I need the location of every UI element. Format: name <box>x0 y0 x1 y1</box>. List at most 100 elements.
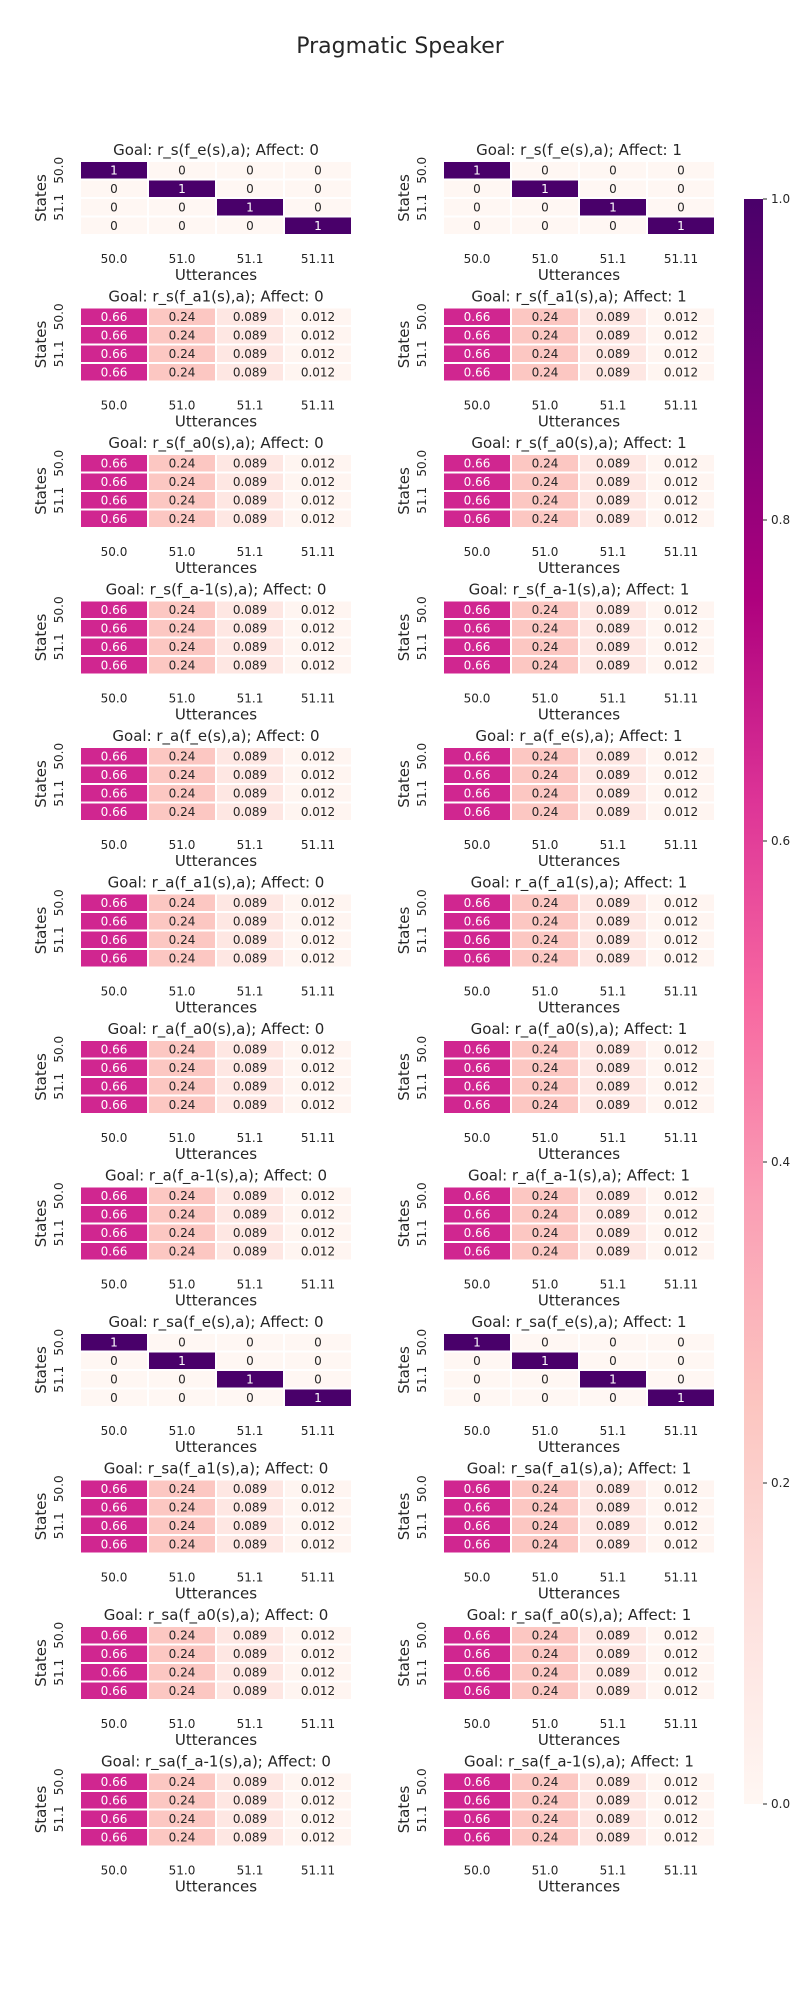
heatmap-panel-21: Goal: r_sa(f_a0(s),a); Affect: 0 0.66 0.24… <box>32 1606 353 1749</box>
cell-label: 0 <box>178 219 186 233</box>
cell-label: 0.012 <box>301 365 335 379</box>
y-axis-label: States <box>395 1786 413 1834</box>
y-axis-label: States <box>32 1639 50 1687</box>
y-tick-label: 51.1 <box>415 487 429 514</box>
cell-label: 0.66 <box>101 786 128 800</box>
heatmap-cell <box>283 1094 353 1115</box>
y-tick-label: 50.0 <box>52 157 66 184</box>
cell-label: 0 <box>677 1372 685 1386</box>
x-tick-label: 51.1 <box>600 399 627 413</box>
x-tick-label: 51.11 <box>664 1278 698 1292</box>
cell-label: 0.24 <box>169 1812 196 1826</box>
cell-label: 0.012 <box>301 1042 335 1056</box>
cell-label: 0.012 <box>301 1207 335 1221</box>
cell-label: 1 <box>110 163 118 177</box>
cell-label: 0.089 <box>596 603 630 617</box>
x-tick-label: 51.0 <box>532 399 559 413</box>
cell-label: 0.012 <box>301 1647 335 1661</box>
y-axis-label: States <box>395 174 413 222</box>
cell-label: 0.66 <box>464 475 491 489</box>
cell-label: 0.66 <box>101 347 128 361</box>
x-tick-label: 51.1 <box>600 1717 627 1731</box>
colorbar-tick-label: 0.8 <box>771 513 790 527</box>
cell-label: 0.24 <box>169 1079 196 1093</box>
cell-label: 0.24 <box>532 365 559 379</box>
y-tick-label: 51.1 <box>415 633 429 660</box>
x-tick-label: 51.11 <box>301 399 335 413</box>
cell-label: 0.24 <box>169 1628 196 1642</box>
y-tick-label: 50.0 <box>415 1182 429 1209</box>
cell-label: 0.012 <box>664 1244 698 1258</box>
cell-label: 0 <box>314 1354 322 1368</box>
y-tick-label: 51.1 <box>415 1219 429 1246</box>
cell-label: 1 <box>314 1391 322 1405</box>
cell-label: 0.66 <box>464 512 491 526</box>
x-tick-label: 51.0 <box>169 1571 196 1585</box>
cell-label: 0.24 <box>169 749 196 763</box>
x-tick-label: 51.11 <box>301 1131 335 1145</box>
cell-label: 0.089 <box>596 347 630 361</box>
cell-label: 0.66 <box>464 1061 491 1075</box>
cell-label: 0.089 <box>596 914 630 928</box>
x-tick-label: 51.0 <box>169 252 196 266</box>
cell-label: 0.24 <box>169 1665 196 1679</box>
heatmap-cell <box>283 655 353 676</box>
x-tick-label: 51.1 <box>237 1571 264 1585</box>
cell-label: 0 <box>246 219 254 233</box>
x-tick-label: 51.1 <box>600 252 627 266</box>
y-axis-label: States <box>395 1346 413 1394</box>
x-tick-label: 51.0 <box>169 1278 196 1292</box>
cell-label: 0.66 <box>101 1079 128 1093</box>
x-tick-label: 50.0 <box>101 545 128 559</box>
cell-label: 0.66 <box>464 1684 491 1698</box>
x-axis-label: Utterances <box>538 1145 620 1163</box>
x-tick-label: 51.11 <box>301 838 335 852</box>
cell-label: 0.66 <box>464 896 491 910</box>
cell-label: 0.66 <box>464 1042 491 1056</box>
cell-label: 0.089 <box>233 896 267 910</box>
cell-label: 0.012 <box>664 933 698 947</box>
cell-label: 0.089 <box>596 1537 630 1551</box>
y-axis-label: States <box>395 760 413 808</box>
cell-label: 1 <box>609 1372 617 1386</box>
heatmap-panel-10: Goal: r_a(f_e(s),a); Affect: 1 0.66 0.24 0.… <box>395 727 716 870</box>
cell-label: 0 <box>541 1335 549 1349</box>
cell-label: 0.24 <box>169 1042 196 1056</box>
heatmap-cell <box>646 655 716 676</box>
cell-label: 0 <box>314 1335 322 1349</box>
y-tick-label: 51.1 <box>415 340 429 367</box>
cell-label: 0 <box>246 182 254 196</box>
cell-label: 0.012 <box>301 512 335 526</box>
cell-label: 0.24 <box>532 1226 559 1240</box>
cell-label: 0.24 <box>169 1830 196 1844</box>
cell-label: 0.089 <box>233 1500 267 1514</box>
cell-label: 0.089 <box>233 328 267 342</box>
cell-label: 0.24 <box>169 896 196 910</box>
cell-label: 0.66 <box>101 1244 128 1258</box>
heatmap-cell <box>283 215 353 236</box>
cell-label: 0.089 <box>596 1207 630 1221</box>
cell-label: 0.012 <box>664 805 698 819</box>
y-tick-label: 50.0 <box>415 1475 429 1502</box>
x-tick-label: 51.1 <box>600 1571 627 1585</box>
cell-label: 0.089 <box>596 1244 630 1258</box>
cell-label: 0.012 <box>664 493 698 507</box>
y-axis-label: States <box>32 760 50 808</box>
x-tick-label: 50.0 <box>464 399 491 413</box>
x-axis-label: Utterances <box>538 1878 620 1896</box>
y-tick-label: 50.0 <box>52 450 66 477</box>
heatmap-panel-24: Goal: r_sa(f_a-1(s),a); Affect: 1 0.66 0.2… <box>395 1753 716 1896</box>
cell-label: 0.012 <box>664 1519 698 1533</box>
cell-label: 0.66 <box>101 1628 128 1642</box>
cell-label: 0.012 <box>664 475 698 489</box>
cell-label: 0.24 <box>532 1684 559 1698</box>
y-axis-label: States <box>395 1639 413 1687</box>
cell-label: 0.089 <box>596 1812 630 1826</box>
cell-label: 0 <box>314 1372 322 1386</box>
cell-label: 0.012 <box>301 805 335 819</box>
cell-label: 0.24 <box>532 1189 559 1203</box>
cell-label: 0.089 <box>596 1079 630 1093</box>
cell-label: 0.012 <box>664 768 698 782</box>
cell-label: 0.089 <box>596 621 630 635</box>
y-tick-label: 51.1 <box>52 633 66 660</box>
